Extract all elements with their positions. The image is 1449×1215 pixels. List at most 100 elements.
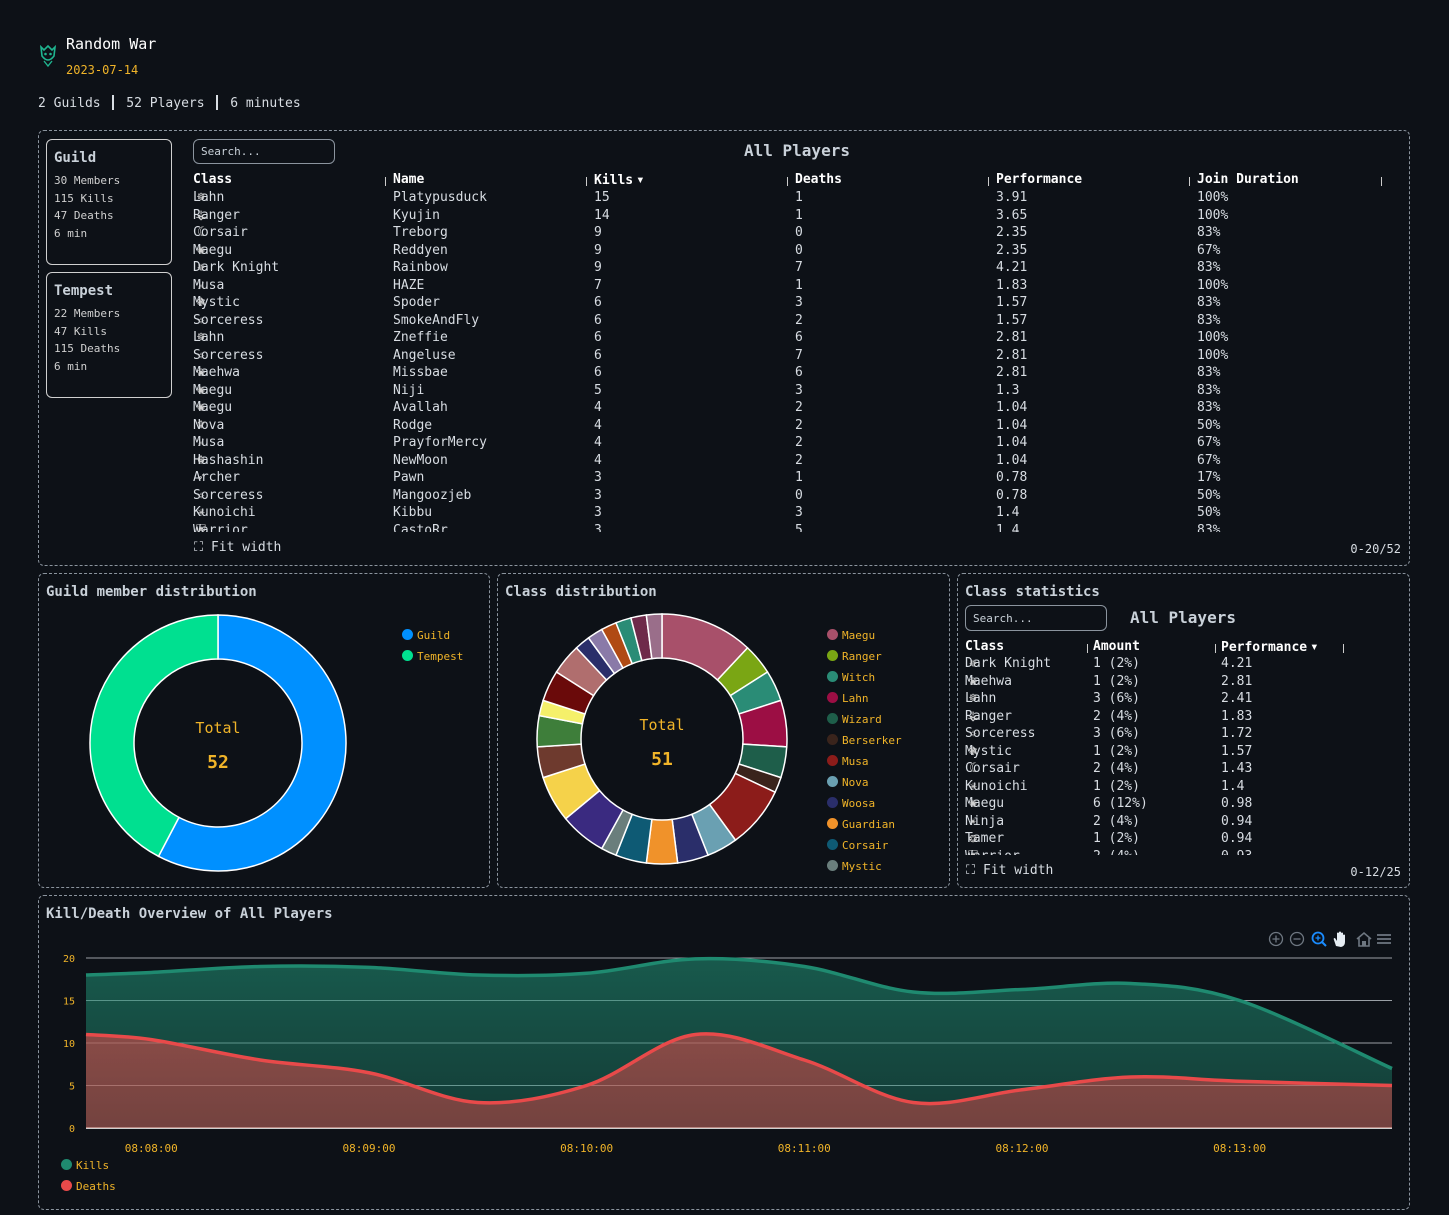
table-row[interactable]: ❃ Mystic Spoder 6 3 1.57 83% — [193, 294, 1403, 312]
donut-slice[interactable] — [89, 614, 219, 858]
table-row[interactable]: ☸ Lahn 3 (6%) 2.41 — [965, 690, 1385, 708]
table-row[interactable]: ❀ Maehwa Missbae 6 6 2.81 83% — [193, 364, 1403, 382]
legend-item[interactable]: Guild — [402, 629, 450, 643]
table-row[interactable]: ✧ Sorceress 3 (6%) 1.72 — [965, 725, 1385, 743]
table-row[interactable]: ☸ Lahn Zneffie 6 6 2.81 100% — [193, 329, 1403, 347]
players-search-input[interactable] — [193, 139, 335, 164]
column-resize-handle[interactable] — [1343, 644, 1344, 653]
table-row[interactable]: ✺ Maegu Avallah 4 2 1.04 83% — [193, 399, 1403, 417]
table-row[interactable]: ✧ Sorceress Mangoozjeb 3 0 0.78 50% — [193, 487, 1403, 505]
table-row[interactable]: ☾ Corsair Treborg 9 0 2.35 83% — [193, 224, 1403, 242]
sort-desc-icon: ▾ — [1310, 639, 1319, 655]
class-name: Corsair — [965, 761, 1020, 776]
guild-card[interactable]: Tempest 22 Members 47 Kills 115 Deaths 6… — [46, 272, 172, 398]
column-resize-handle[interactable] — [1087, 644, 1088, 653]
players-fit-width-button[interactable]: ⛶ Fit width — [194, 540, 281, 555]
stats-col-header[interactable]: Amount — [1093, 639, 1140, 654]
table-row[interactable]: ✵ Dark Knight 1 (2%) 4.21 — [965, 655, 1385, 673]
cell-class: ✺ Maegu — [965, 795, 1004, 812]
column-resize-handle[interactable] — [787, 177, 788, 186]
legend-item[interactable]: Nova — [827, 776, 869, 790]
table-row[interactable]: ✧ Sorceress SmokeAndFly 6 2 1.57 83% — [193, 312, 1403, 330]
table-row[interactable]: ✳ Kunoichi Kibbu 3 3 1.4 50% — [193, 504, 1403, 522]
table-row[interactable]: ❃ Mystic 1 (2%) 1.57 — [965, 743, 1385, 761]
class-stats-table-body[interactable]: ✵ Dark Knight 1 (2%) 4.21 ❀ Maehwa 1 (2%) 2.81 ☸… — [965, 655, 1385, 855]
legend-item[interactable]: Guardian — [827, 818, 895, 832]
table-row[interactable]: ✧ Sorceress Angeluse 6 7 2.81 100% — [193, 347, 1403, 365]
guild-card[interactable]: Guild 30 Members 115 Kills 47 Deaths 6 m… — [46, 139, 172, 265]
cell-name: Pawn — [393, 470, 425, 485]
legend-item[interactable]: Ranger — [827, 650, 882, 664]
series-line-kills[interactable] — [85, 956, 1393, 1071]
table-row[interactable]: ♆ Nova Rodge 4 2 1.04 50% — [193, 417, 1403, 435]
class-stats-search-input[interactable] — [965, 605, 1107, 631]
table-row[interactable]: ⛨Warrior 2 (4%) 0.93 — [965, 848, 1385, 856]
cell-amount: 2 (4%) — [1093, 708, 1140, 724]
fit-width-label: Fit width — [210, 540, 282, 555]
column-resize-handle[interactable] — [1381, 177, 1382, 186]
table-row[interactable]: ✺ Maegu Reddyen 9 0 2.35 67% — [193, 242, 1403, 260]
cell-deaths: 1 — [795, 470, 803, 485]
table-row[interactable]: ⚔ Musa PrayforMercy 4 2 1.04 67% — [193, 434, 1403, 452]
table-row[interactable]: ☾ Corsair 2 (4%) 1.43 — [965, 760, 1385, 778]
players-col-header[interactable]: Deaths — [795, 172, 842, 187]
deaths-legend-item[interactable]: Deaths — [61, 1180, 116, 1193]
players-col-header[interactable]: Class — [193, 172, 232, 187]
column-resize-handle[interactable] — [988, 177, 989, 186]
table-row[interactable]: ☸ Lahn Platypusduck 15 1 3.91 100% — [193, 189, 1403, 207]
zoom-out-icon[interactable] — [1289, 931, 1305, 947]
table-row[interactable]: ⚔ Musa HAZE 7 1 1.83 100% — [193, 277, 1403, 295]
table-row[interactable]: ⚶ Ranger 2 (4%) 1.83 — [965, 708, 1385, 726]
zoom-in-icon[interactable] — [1268, 931, 1284, 947]
legend-item[interactable]: Musa — [827, 755, 869, 769]
table-row[interactable]: ☬ Hashashin NewMoon 4 2 1.04 67% — [193, 452, 1403, 470]
stats-col-header[interactable]: Performance ▾ — [1221, 639, 1319, 655]
legend-item[interactable]: Lahn — [827, 692, 869, 706]
pan-hand-icon[interactable] — [1333, 931, 1345, 948]
cell-join: 50% — [1197, 417, 1221, 433]
legend-item[interactable]: Tempest — [402, 650, 463, 664]
table-row[interactable]: ❂ Tamer 1 (2%) 0.94 — [965, 830, 1385, 848]
table-row[interactable]: ❀ Maehwa 1 (2%) 2.81 — [965, 673, 1385, 691]
legend-item[interactable]: Berserker — [827, 734, 902, 748]
table-row[interactable]: ✺ Maegu Niji 5 3 1.3 83% — [193, 382, 1403, 400]
table-row[interactable]: ✴ Ninja 2 (4%) 0.94 — [965, 813, 1385, 831]
players-col-header[interactable]: Performance — [996, 172, 1082, 187]
players-col-header[interactable]: Join Duration — [1197, 172, 1299, 187]
guild-donut-total-label: Total — [195, 719, 241, 737]
column-resize-handle[interactable] — [385, 177, 386, 186]
table-row[interactable]: ⛨ Warrior CastoRr 3 5 1.4 83% — [193, 522, 1403, 533]
legend-item[interactable]: Woosa — [827, 797, 875, 811]
legend-item[interactable]: Wizard — [827, 713, 882, 727]
players-col-header[interactable]: Name — [393, 172, 424, 187]
class-stats-fit-width-button[interactable]: ⛶ Fit width — [966, 863, 1053, 878]
kills-legend-item[interactable]: Kills — [61, 1159, 109, 1172]
home-icon[interactable] — [1356, 931, 1372, 947]
column-resize-handle[interactable] — [1189, 177, 1190, 186]
table-row[interactable]: ✳ Kunoichi 1 (2%) 1.4 — [965, 778, 1385, 796]
table-row[interactable]: ✵ Dark Knight Rainbow 9 7 4.21 83% — [193, 259, 1403, 277]
table-row[interactable]: ⚶ Ranger Kyujin 14 1 3.65 100% — [193, 207, 1403, 225]
legend-item[interactable]: Corsair — [827, 839, 888, 853]
column-resize-handle[interactable] — [1215, 644, 1216, 653]
selection-zoom-icon[interactable] — [1311, 931, 1327, 947]
stats-col-header[interactable]: Class — [965, 639, 1004, 654]
series-line-deaths[interactable] — [85, 1032, 1393, 1106]
table-row[interactable]: ➶ Archer Pawn 3 1 0.78 17% — [193, 469, 1403, 487]
cell-name: Kibbu — [393, 505, 433, 520]
table-row[interactable]: ✺ Maegu 6 (12%) 0.98 — [965, 795, 1385, 813]
legend-label: Musa — [842, 755, 869, 768]
legend-item[interactable]: Maegu — [827, 629, 875, 643]
cell-class: ✺ Maegu — [193, 382, 232, 399]
players-table-body[interactable]: ☸ Lahn Platypusduck 15 1 3.91 100% ⚶ Ranger Kyuji… — [193, 189, 1403, 532]
legend-item[interactable]: Mystic — [827, 860, 882, 874]
column-resize-handle[interactable] — [586, 177, 587, 186]
series-area-deaths — [86, 1033, 1392, 1128]
players-col-header[interactable]: Kills ▾ — [594, 172, 645, 188]
donut-slice[interactable] — [157, 614, 347, 872]
cell-name: Kyujin — [393, 207, 440, 223]
legend-item[interactable]: Witch — [827, 671, 875, 685]
cell-class: ❃ Mystic — [965, 743, 1012, 760]
menu-icon[interactable] — [1377, 934, 1391, 944]
donut-slice[interactable] — [645, 613, 663, 660]
